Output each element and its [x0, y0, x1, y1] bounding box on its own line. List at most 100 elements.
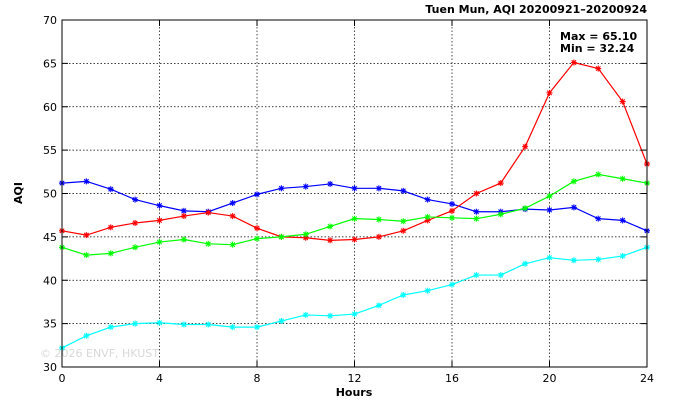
tick-layer: 0 4 8 12 16 20 24 30 35 40 45 50 55 60 65 70: [43, 14, 654, 385]
data-point: [107, 224, 114, 231]
data-point: [132, 244, 139, 251]
chart-title: Tuen Mun, AQI 20200921–20200924: [425, 3, 647, 16]
data-point: [619, 252, 626, 259]
series-0: [59, 178, 650, 234]
data-point: [302, 311, 309, 318]
data-point: [327, 237, 334, 244]
data-point: [424, 196, 431, 203]
data-point: [83, 232, 90, 239]
data-point: [229, 213, 236, 220]
data-point: [254, 235, 260, 242]
data-point: [351, 236, 358, 243]
x-tick-label: 24: [640, 372, 654, 385]
data-point: [278, 318, 285, 325]
data-point: [400, 291, 407, 298]
data-point: [351, 215, 358, 222]
y-tick-label: 65: [43, 57, 57, 70]
data-point: [595, 65, 602, 72]
data-point: [619, 175, 626, 182]
x-tick-label: 20: [543, 372, 557, 385]
data-point: [546, 254, 553, 261]
data-point: [278, 185, 285, 192]
data-point: [522, 260, 529, 267]
series-layer: [59, 59, 650, 351]
max-label: Max = 65.10: [560, 30, 637, 43]
data-point: [375, 185, 382, 192]
y-tick-label: 30: [43, 361, 57, 374]
y-tick-label: 45: [43, 231, 57, 244]
data-point: [595, 171, 602, 178]
y-tick-label: 70: [43, 14, 57, 27]
x-tick-label: 16: [445, 372, 459, 385]
data-point: [351, 185, 358, 192]
data-point: [107, 324, 114, 331]
data-point: [570, 59, 577, 66]
data-point: [497, 272, 504, 279]
data-point: [302, 183, 309, 190]
data-point: [449, 207, 455, 214]
data-point: [156, 319, 163, 326]
data-point: [156, 217, 163, 224]
data-point: [619, 217, 626, 224]
watermark: © 2026 ENVF, HKUST: [40, 347, 159, 360]
data-point: [424, 213, 431, 220]
data-point: [400, 227, 407, 234]
data-point: [424, 287, 431, 294]
data-point: [83, 332, 90, 339]
data-point: [375, 216, 382, 223]
data-point: [497, 180, 504, 187]
data-point: [180, 236, 187, 243]
data-point: [327, 180, 334, 187]
data-point: [546, 193, 553, 200]
data-point: [180, 321, 187, 328]
data-point: [254, 191, 260, 198]
data-point: [400, 218, 407, 225]
data-point: [570, 178, 577, 185]
data-point: [156, 202, 163, 209]
data-point: [595, 256, 602, 263]
x-tick-label: 12: [348, 372, 362, 385]
data-point: [570, 257, 577, 264]
data-point: [254, 225, 260, 232]
data-point: [522, 143, 529, 150]
y-tick-label: 40: [43, 274, 57, 287]
data-point: [156, 239, 163, 246]
data-point: [497, 211, 504, 218]
y-tick-label: 35: [43, 318, 57, 331]
data-point: [132, 320, 139, 327]
data-point: [83, 252, 90, 259]
data-point: [254, 324, 260, 331]
x-tick-label: 4: [156, 372, 163, 385]
data-point: [400, 187, 407, 194]
x-axis-label: Hours: [336, 386, 373, 399]
data-point: [205, 209, 212, 216]
data-point: [375, 302, 382, 309]
data-point: [205, 240, 212, 247]
y-tick-label: 60: [43, 101, 57, 114]
data-point: [132, 196, 139, 203]
data-point: [229, 200, 236, 207]
data-point: [570, 204, 577, 211]
data-point: [278, 233, 285, 240]
data-point: [473, 208, 480, 215]
data-point: [595, 215, 602, 222]
data-point: [327, 312, 334, 319]
data-point: [302, 231, 309, 238]
data-point: [473, 272, 480, 279]
data-point: [229, 324, 236, 331]
data-point: [327, 223, 334, 230]
data-point: [546, 89, 553, 96]
data-point: [351, 311, 358, 318]
data-point: [83, 178, 90, 185]
y-tick-label: 50: [43, 188, 57, 201]
data-point: [107, 186, 114, 193]
x-tick-label: 0: [59, 372, 66, 385]
data-point: [449, 281, 455, 288]
min-label: Min = 32.24: [560, 42, 635, 55]
x-tick-label: 8: [254, 372, 261, 385]
data-point: [132, 219, 139, 226]
data-point: [180, 213, 187, 220]
y-axis-label: AQI: [12, 182, 25, 204]
